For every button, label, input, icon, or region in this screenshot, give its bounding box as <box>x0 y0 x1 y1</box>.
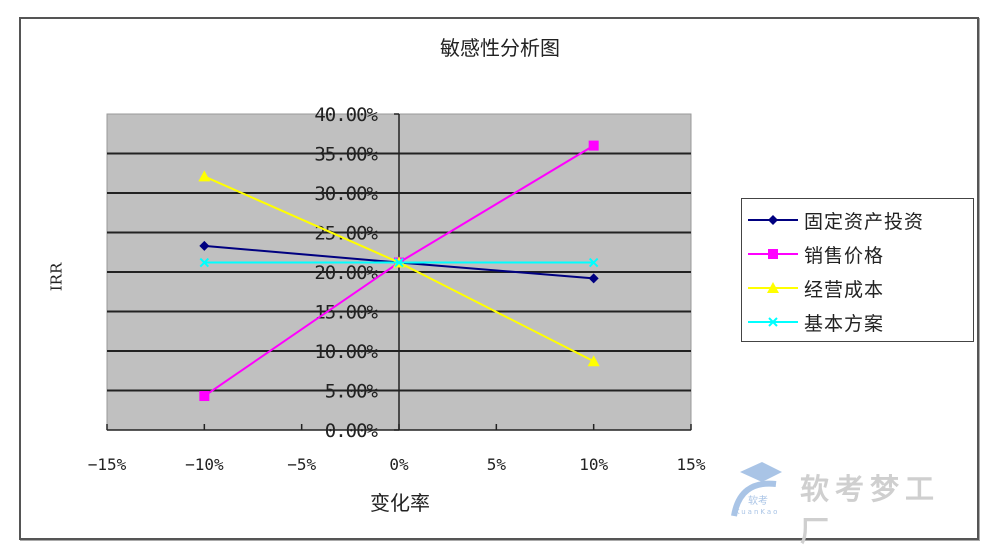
y-tick-label: 0.00% <box>325 420 379 442</box>
watermark-logo-sub: KuanKao <box>735 508 780 516</box>
y-tick-label: 5.00% <box>325 381 379 403</box>
y-tick-label: 35.00% <box>314 144 378 166</box>
x-marker-icon <box>588 257 599 268</box>
legend-item-operating-cost: 经营成本 <box>748 271 973 305</box>
graduation-cap-logo-icon <box>731 462 782 517</box>
watermark-logo-text: 软考 <box>748 496 768 507</box>
x-tick-label: −5% <box>287 455 316 474</box>
x-tick-label: 10% <box>579 455 608 474</box>
x-tick-label: −10% <box>185 455 224 474</box>
x-tick-label: 0% <box>389 455 409 474</box>
x-marker-icon <box>394 257 404 268</box>
diamond-marker-icon <box>588 273 599 284</box>
watermark-text: 软考梦工厂 <box>800 472 941 548</box>
legend-item-sales-price: 销售价格 <box>748 237 973 271</box>
x-tick-label: 15% <box>677 455 706 474</box>
x-marker-icon <box>748 317 798 327</box>
y-tick-label: 20.00% <box>314 262 378 284</box>
diamond-marker-icon <box>748 215 798 225</box>
triangle-marker-icon <box>198 170 211 182</box>
y-tick-label: 10.00% <box>314 341 378 363</box>
diamond-marker-icon <box>199 240 210 251</box>
x-tick-label: 5% <box>487 455 507 474</box>
x-tick-label: −15% <box>88 455 127 474</box>
triangle-marker-icon <box>587 355 600 367</box>
square-marker-icon <box>199 391 210 402</box>
legend-item-fixed-asset-investment: 固定资产投资 <box>748 203 973 237</box>
y-axis-label: IRR <box>47 262 66 292</box>
square-marker-icon <box>588 140 599 151</box>
chart-legend: 固定资产投资 销售价格 经营成本 基本方案 <box>741 198 974 342</box>
x-marker-icon <box>199 257 210 268</box>
x-axis-label: 变化率 <box>370 491 430 515</box>
triangle-marker-icon <box>748 282 798 293</box>
watermark: 软考 KuanKao 软考梦工厂 <box>730 458 970 548</box>
square-marker-icon <box>748 249 798 259</box>
chart-title: 敏感性分析图 <box>440 36 560 60</box>
y-tick-label: 25.00% <box>314 223 378 245</box>
legend-item-base-case: 基本方案 <box>748 305 973 339</box>
y-tick-label: 15.00% <box>314 302 378 324</box>
y-tick-label: 30.00% <box>314 183 378 205</box>
y-tick-label: 40.00% <box>314 104 378 126</box>
